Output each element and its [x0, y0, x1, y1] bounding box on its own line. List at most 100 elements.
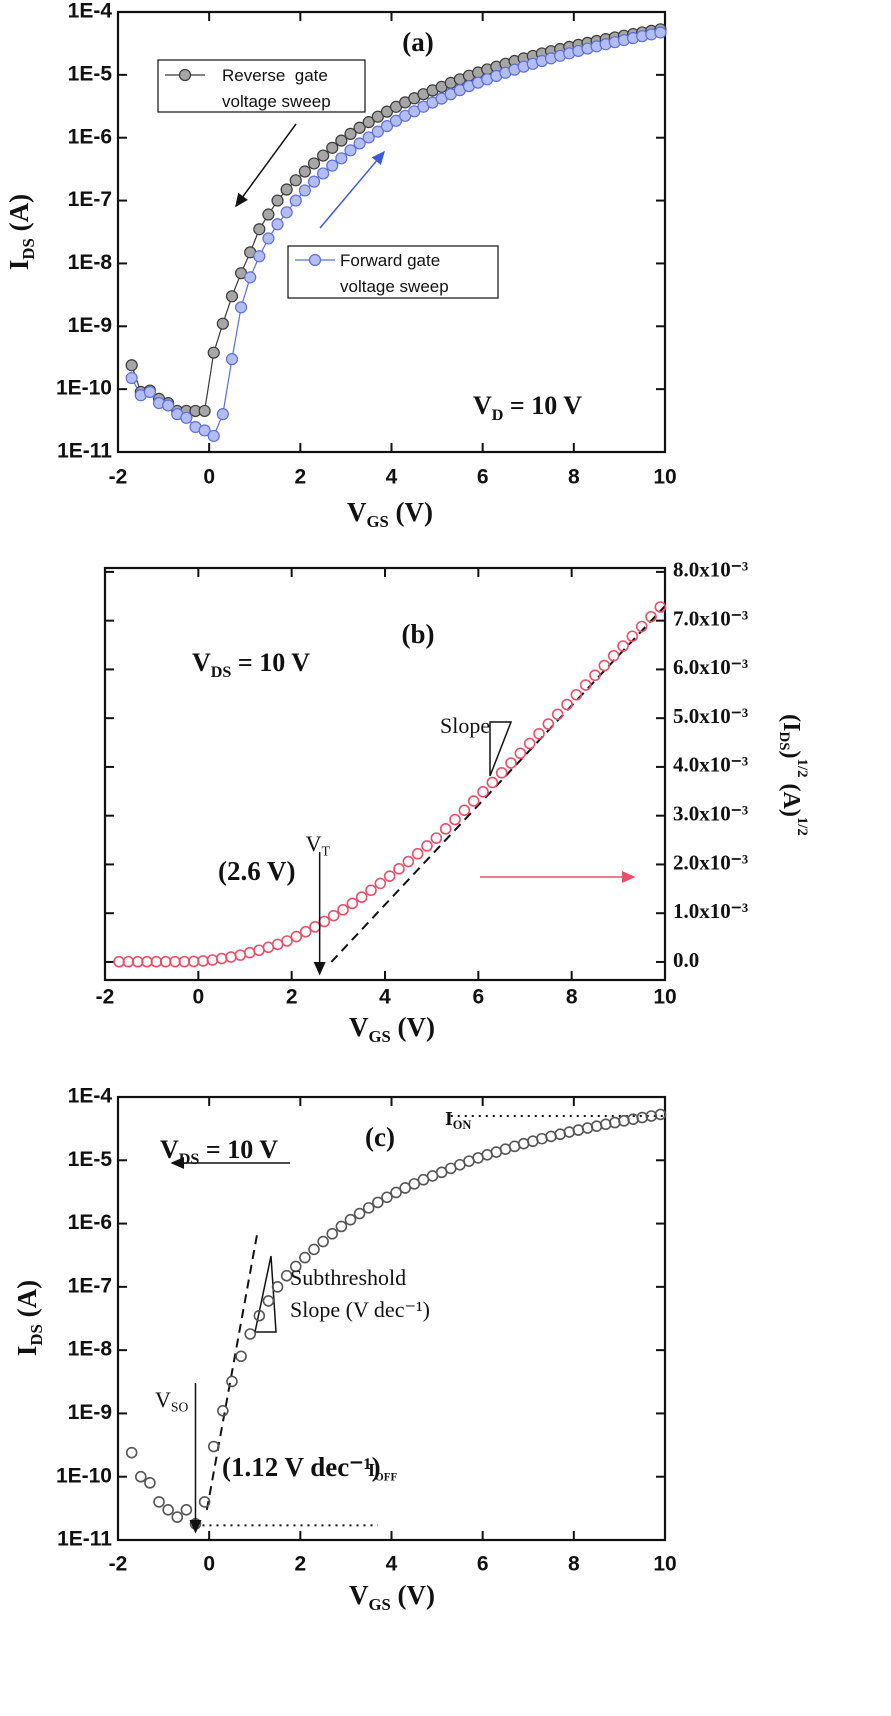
text-part: (V) — [391, 1580, 435, 1610]
data-point — [618, 1115, 630, 1127]
subthreshold-label: Slope (V dec⁻¹) — [290, 1297, 430, 1322]
text-part: 1/2 — [793, 759, 809, 778]
arrow — [235, 123, 297, 208]
y-tick-label: 1E-5 — [68, 1148, 113, 1171]
data-point — [253, 1309, 266, 1322]
data-point — [337, 903, 349, 916]
data-point — [374, 877, 387, 890]
data-point — [262, 941, 275, 954]
text-part: DS — [27, 1324, 46, 1345]
y-tick-label: 1E-4 — [68, 0, 113, 23]
data-point — [626, 630, 639, 643]
data-point — [344, 1213, 357, 1226]
data-point — [430, 832, 443, 844]
data-point — [271, 218, 284, 231]
condition-label: VD = 10 V — [473, 391, 582, 424]
data-point — [299, 925, 312, 938]
data-point — [514, 747, 527, 760]
data-point — [393, 863, 405, 875]
data-point — [150, 955, 163, 968]
data-point — [317, 167, 330, 180]
data-point — [353, 1207, 366, 1220]
data-point — [289, 174, 302, 187]
text-part: V — [192, 648, 211, 677]
y-tick-label: 1.0x10⁻³ — [673, 899, 748, 923]
y-tick-label: 8.0x10⁻³ — [673, 558, 748, 582]
data-point — [421, 840, 433, 852]
data-point — [235, 1350, 247, 1363]
y-tick-label: 1E-7 — [68, 1274, 112, 1297]
text-part: = 10 V — [199, 1135, 278, 1164]
data-point — [307, 157, 321, 170]
legend-label: Reverse gate voltage sweep — [222, 66, 333, 111]
data-point — [353, 121, 366, 134]
data-point — [654, 1108, 667, 1121]
y-tick-label: 0.0 — [673, 948, 699, 972]
data-point — [216, 317, 229, 330]
data-point — [298, 165, 311, 178]
text-part: I — [368, 1460, 375, 1480]
x-tick-label: 4 — [386, 1553, 398, 1576]
data-point — [131, 955, 144, 968]
text-part: V — [160, 1135, 179, 1164]
data-point — [178, 955, 191, 968]
text-part: V — [347, 497, 367, 527]
text-part: OFF — [375, 1471, 397, 1483]
x-axis-label: VGS (V) — [347, 497, 433, 531]
data-point — [309, 921, 321, 933]
data-point — [244, 1328, 256, 1340]
data-point — [125, 359, 138, 372]
slope-triangle — [254, 1255, 277, 1333]
condition-label: VDS = 10 V — [192, 648, 310, 681]
text-part: V — [349, 1580, 369, 1610]
data-point — [439, 823, 452, 835]
x-tick-label: 8 — [566, 986, 578, 1009]
data-point — [299, 1251, 311, 1264]
legend-swatch — [308, 253, 322, 267]
fit-line — [205, 1229, 259, 1510]
data-point — [449, 813, 461, 826]
data-point — [217, 1405, 229, 1417]
data-point — [262, 208, 275, 221]
data-point — [198, 1496, 211, 1508]
x-tick-label: 10 — [653, 466, 676, 489]
fit-line — [330, 605, 666, 963]
y-axis-label: (IDS)1/2 (A)1/2 — [775, 714, 809, 836]
data-point — [207, 1440, 220, 1453]
text-part: D — [492, 407, 504, 424]
y-tick-label: 1E-6 — [68, 1211, 112, 1234]
data-point — [141, 955, 153, 968]
data-point — [253, 944, 265, 957]
text-part: GS — [368, 1027, 390, 1046]
x-axis-label: VGS (V) — [349, 1012, 435, 1046]
data-point — [289, 194, 302, 207]
data-point — [169, 955, 181, 968]
y-axis-label: IDS (A) — [4, 194, 38, 270]
data-point — [486, 776, 499, 789]
x-tick-label: -2 — [109, 1553, 128, 1576]
data-point — [572, 1124, 585, 1136]
data-point — [365, 884, 377, 897]
data-point — [381, 1191, 393, 1204]
data-point — [389, 114, 403, 127]
vt-label: VT — [306, 831, 331, 859]
data-point — [362, 131, 375, 144]
y-tick-label: 7.0x10⁻³ — [673, 606, 748, 630]
data-point — [344, 127, 357, 140]
y-tick-label: 1E-9 — [68, 314, 112, 337]
data-point — [390, 1186, 402, 1199]
data-point — [281, 935, 293, 947]
text-part: V — [155, 1387, 171, 1412]
text-part: ON — [453, 1118, 472, 1132]
data-point — [495, 766, 508, 779]
slope-value: (1.12 V dec⁻¹) — [222, 1452, 381, 1482]
data-point — [402, 855, 415, 868]
data-point — [581, 1122, 594, 1134]
text-part: 1/2 — [793, 817, 809, 836]
y-tick-label: 1E-5 — [68, 62, 113, 85]
data-point — [207, 429, 220, 443]
x-tick-label: 0 — [203, 1553, 215, 1576]
data-point — [271, 938, 284, 951]
x-tick-label: 10 — [653, 1553, 676, 1576]
